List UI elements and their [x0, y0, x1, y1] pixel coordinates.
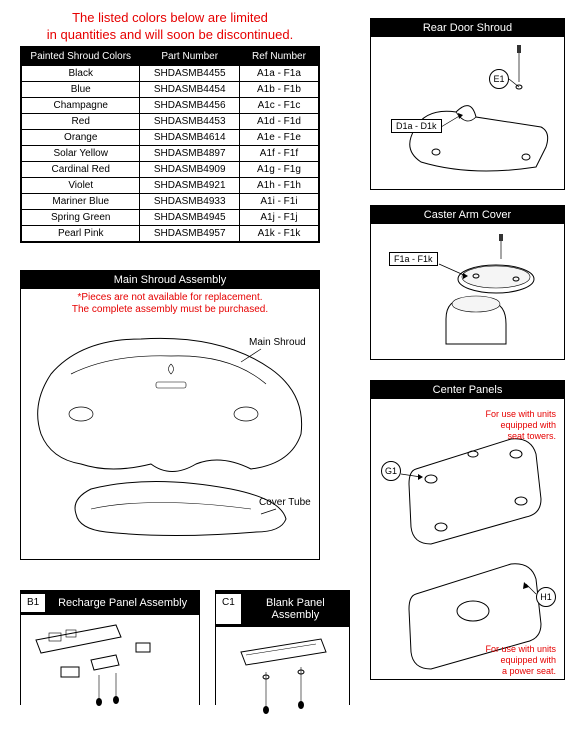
label-main-shroud: Main Shroud	[249, 337, 306, 348]
callout-e1: E1	[489, 69, 509, 89]
cell-color: Black	[22, 66, 140, 82]
cell-ref: A1b - F1b	[239, 82, 318, 98]
cell-ref: A1h - F1h	[239, 178, 318, 194]
cell-part: SHDASMB4909	[140, 162, 239, 178]
blank-illustration	[216, 627, 351, 722]
table-row: Solar YellowSHDASMB4897A1f - F1f	[22, 146, 319, 162]
recharge-illustration	[21, 615, 201, 710]
cell-color: Red	[22, 114, 140, 130]
cell-part: SHDASMB4455	[140, 66, 239, 82]
rear-door-header: Rear Door Shroud	[371, 19, 564, 37]
cell-part: SHDASMB4456	[140, 98, 239, 114]
table-row: RedSHDASMB4453A1d - F1d	[22, 114, 319, 130]
cell-part: SHDASMB4897	[140, 146, 239, 162]
table-row: BlackSHDASMB4455A1a - F1a	[22, 66, 319, 82]
cell-color: Solar Yellow	[22, 146, 140, 162]
blank-title: Blank Panel Assembly	[242, 594, 349, 624]
blank-panel: C1 Blank Panel Assembly	[215, 590, 350, 705]
warning-line-2: in quantities and will soon be discontin…	[47, 27, 293, 42]
cell-part: SHDASMB4921	[140, 178, 239, 194]
note-seat-towers: For use with unitsequipped withseat towe…	[471, 409, 556, 441]
cell-ref: A1d - F1d	[239, 114, 318, 130]
color-table: Painted Shroud Colors Part Number Ref Nu…	[20, 46, 320, 243]
cell-ref: A1f - F1f	[239, 146, 318, 162]
cell-part: SHDASMB4453	[140, 114, 239, 130]
recharge-header: B1 Recharge Panel Assembly	[21, 591, 199, 615]
caster-arm-cover-panel: Caster Arm Cover F1a - F1k	[370, 205, 565, 360]
table-row: Spring GreenSHDASMB4945A1j - F1j	[22, 210, 319, 226]
caster-arm-illustration	[371, 224, 566, 359]
main-shroud-sub: *Pieces are not available for replacemen…	[21, 289, 319, 316]
caster-arm-header: Caster Arm Cover	[371, 206, 564, 224]
table-row: Pearl PinkSHDASMB4957A1k - F1k	[22, 226, 319, 242]
center-panels-header: Center Panels	[371, 381, 564, 399]
table-row: BlueSHDASMB4454A1b - F1b	[22, 82, 319, 98]
cell-ref: A1a - F1a	[239, 66, 318, 82]
callout-g1: G1	[381, 461, 401, 481]
blank-tag: C1	[216, 594, 242, 624]
cell-part: SHDASMB4933	[140, 194, 239, 210]
col-header-color: Painted Shroud Colors	[22, 48, 140, 66]
cell-color: Spring Green	[22, 210, 140, 226]
note-power-seat: For use with unitsequipped witha power s…	[471, 644, 556, 676]
cell-color: Cardinal Red	[22, 162, 140, 178]
table-row: OrangeSHDASMB4614A1e - F1e	[22, 130, 319, 146]
rear-door-illustration	[371, 37, 566, 189]
warning-line-1: The listed colors below are limited	[72, 10, 268, 25]
main-shroud-panel: Main Shroud Assembly *Pieces are not ava…	[20, 270, 320, 560]
recharge-title: Recharge Panel Assembly	[46, 594, 199, 612]
table-row: ChampagneSHDASMB4456A1c - F1c	[22, 98, 319, 114]
cell-color: Violet	[22, 178, 140, 194]
col-header-ref: Ref Number	[239, 48, 318, 66]
label-cover-tube: Cover Tube	[259, 497, 311, 508]
recharge-tag: B1	[21, 594, 46, 612]
cell-color: Mariner Blue	[22, 194, 140, 210]
cell-ref: A1c - F1c	[239, 98, 318, 114]
callout-f1: F1a - F1k	[389, 252, 438, 266]
recharge-panel: B1 Recharge Panel Assembly	[20, 590, 200, 705]
cell-part: SHDASMB4957	[140, 226, 239, 242]
main-shroud-header: Main Shroud Assembly	[21, 271, 319, 289]
cell-color: Blue	[22, 82, 140, 98]
table-row: Cardinal RedSHDASMB4909A1g - F1g	[22, 162, 319, 178]
cell-color: Champagne	[22, 98, 140, 114]
callout-d1: D1a - D1k	[391, 119, 442, 133]
cell-ref: A1j - F1j	[239, 210, 318, 226]
center-panels-panel: Center Panels G1 H1 For use with unitseq…	[370, 380, 565, 680]
rear-door-shroud-panel: Rear Door Shroud E1 D1a - D1k	[370, 18, 565, 190]
callout-h1: H1	[536, 587, 556, 607]
cell-part: SHDASMB4614	[140, 130, 239, 146]
col-header-part: Part Number	[140, 48, 239, 66]
cell-part: SHDASMB4454	[140, 82, 239, 98]
cell-ref: A1g - F1g	[239, 162, 318, 178]
cell-part: SHDASMB4945	[140, 210, 239, 226]
blank-header: C1 Blank Panel Assembly	[216, 591, 349, 627]
table-row: Mariner BlueSHDASMB4933A1i - F1i	[22, 194, 319, 210]
cell-ref: A1k - F1k	[239, 226, 318, 242]
cell-color: Orange	[22, 130, 140, 146]
cell-ref: A1i - F1i	[239, 194, 318, 210]
cell-ref: A1e - F1e	[239, 130, 318, 146]
table-row: VioletSHDASMB4921A1h - F1h	[22, 178, 319, 194]
cell-color: Pearl Pink	[22, 226, 140, 242]
main-shroud-illustration	[21, 314, 321, 559]
discontinued-warning: The listed colors below are limited in q…	[20, 10, 320, 44]
